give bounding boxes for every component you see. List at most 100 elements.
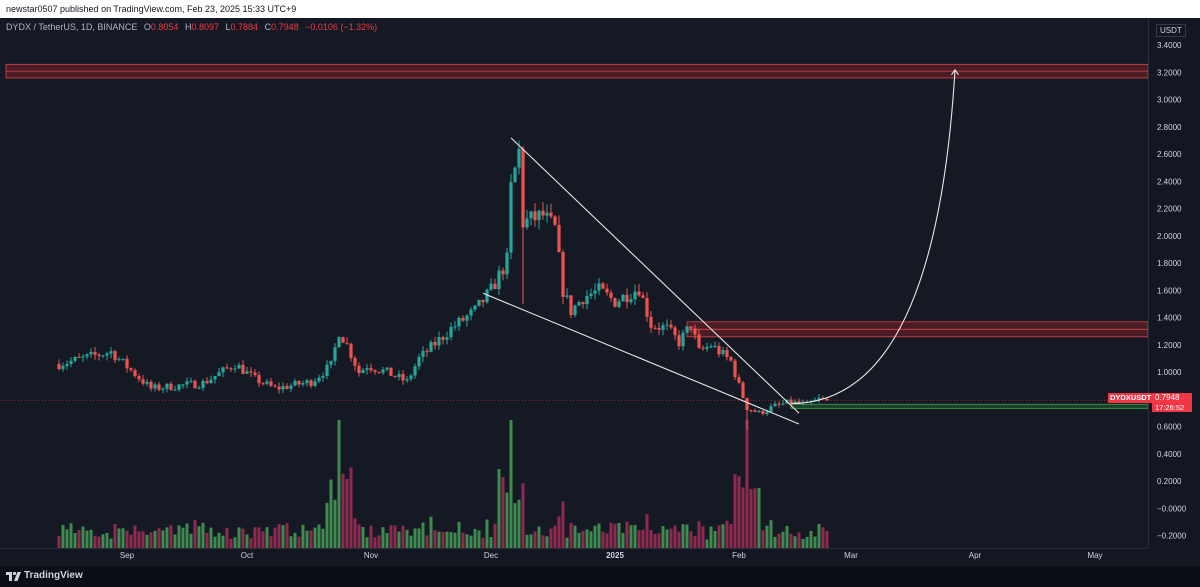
volume-bar (169, 525, 173, 548)
price-tag-countdown: 17:26:52 (1152, 403, 1192, 412)
candle-body (445, 337, 449, 340)
candle-body (193, 380, 197, 389)
high-label: H (184, 22, 192, 32)
volume-bar (445, 531, 449, 548)
volume-bar (365, 537, 369, 548)
volume-bar (257, 527, 261, 548)
volume-bar (381, 527, 385, 548)
candle-body (473, 305, 477, 310)
candle-body (417, 356, 421, 367)
candle-body (581, 302, 585, 305)
candle-body (281, 385, 285, 390)
volume-bar (545, 536, 549, 548)
volume-bar (93, 535, 97, 548)
volume-bar (713, 531, 717, 548)
candle-body (713, 345, 717, 347)
candle-body (161, 388, 165, 390)
volume-bar (533, 531, 537, 548)
volume-bar (481, 537, 485, 548)
candle-body (501, 270, 505, 275)
volume-bar (693, 535, 697, 548)
volume-bar (653, 534, 657, 548)
candle-body (349, 343, 353, 359)
candle-body (685, 326, 689, 333)
volume-bar (461, 532, 465, 548)
volume-bar (57, 535, 61, 548)
price-axis-tick: 0.6000 (1157, 423, 1182, 432)
candle-body (253, 372, 257, 375)
volume-bar (449, 532, 453, 548)
candle-body (641, 295, 645, 298)
volume-bar (529, 534, 533, 548)
candle-body (401, 374, 405, 381)
candle-body (353, 358, 357, 366)
candle-body (301, 383, 305, 385)
candle-body (137, 376, 141, 380)
candle-body (529, 211, 533, 219)
candle-body (477, 299, 481, 306)
volume-bar (141, 531, 145, 548)
volume-bar (101, 534, 105, 548)
volume-bar (681, 524, 685, 548)
candle-body (273, 385, 277, 387)
chart-pane[interactable] (0, 18, 1148, 548)
volume-bar (261, 531, 265, 548)
volume-bar (325, 502, 329, 548)
footer-bar: TradingView (0, 566, 1200, 587)
change-value: −0.0106 (−1.32%) (305, 22, 378, 32)
price-axis-tick: 1.6000 (1157, 286, 1182, 295)
candle-body (817, 397, 821, 400)
volume-bar (149, 532, 153, 548)
volume-bar (561, 501, 565, 548)
candle-body (633, 291, 637, 300)
volume-bar (153, 530, 157, 548)
candle-body (525, 218, 529, 228)
volume-bar (433, 530, 437, 548)
volume-bar (301, 524, 305, 548)
volume-bar (589, 531, 593, 548)
volume-bar (225, 527, 229, 548)
volume-bar (209, 527, 213, 548)
price-axis-tick: 0.2000 (1157, 477, 1182, 486)
time-axis-tick: Nov (364, 551, 378, 560)
volume-bar (385, 532, 389, 548)
volume-bar (493, 523, 497, 548)
price-axis-border (1148, 18, 1149, 548)
candle-body (781, 403, 785, 405)
volume-bar (749, 489, 753, 548)
candle-body (221, 367, 225, 373)
volume-bar (145, 534, 149, 548)
volume-bar (353, 518, 357, 548)
candle-body (381, 369, 385, 373)
candle-body (413, 366, 417, 376)
volume-bar (813, 536, 817, 548)
volume-bar (673, 525, 677, 548)
tradingview-logo-icon[interactable] (6, 570, 21, 582)
candle-body (565, 295, 569, 297)
volume-bar (485, 519, 489, 548)
symbol-legend: DYDX / TetherUS, 1D, BINANCE O0.8054 H0.… (6, 22, 377, 32)
candle-body (393, 375, 397, 377)
volume-bar (369, 525, 373, 548)
volume-bar (689, 531, 693, 548)
currency-label[interactable]: USDT (1156, 24, 1186, 37)
volume-bar (757, 487, 761, 548)
candle-body (409, 375, 413, 380)
volume-bar (185, 523, 189, 548)
volume-bar (109, 538, 113, 548)
volume-bar (173, 534, 177, 548)
volume-bar (465, 534, 469, 548)
time-axis-tick: Oct (241, 551, 254, 560)
price-axis-tick: 2.0000 (1157, 232, 1182, 241)
candle-body (793, 401, 797, 404)
candle-body (61, 366, 65, 370)
volume-bar (121, 528, 125, 548)
candle-body (745, 397, 749, 411)
candle-body (465, 315, 469, 321)
candle-body (69, 360, 73, 364)
candle-body (101, 355, 105, 357)
footer-brand[interactable]: TradingView (24, 570, 83, 581)
candle-body (789, 399, 793, 404)
volume-bar (213, 536, 217, 548)
